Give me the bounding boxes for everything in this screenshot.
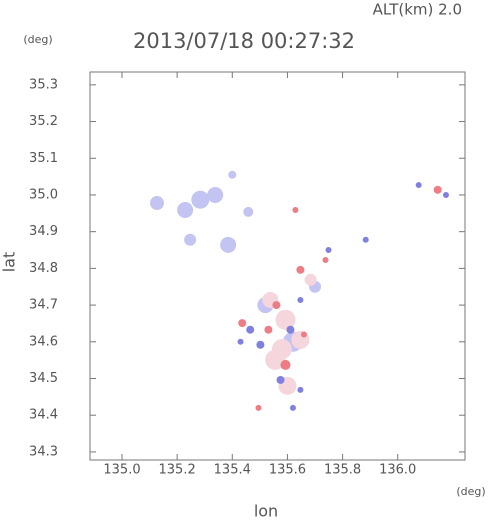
y-tick-label: 34.5: [29, 371, 58, 386]
echo-point: [280, 359, 291, 370]
echo-point: [150, 196, 165, 211]
x-tick-label: 135.8: [324, 463, 361, 478]
x-tick-label: 135.0: [103, 463, 140, 478]
echo-point: [237, 338, 244, 345]
annotation: ALT(km) 2.0: [373, 1, 462, 19]
y-tick-label: 35.2: [29, 114, 58, 129]
echo-point: [191, 190, 210, 209]
echo-point: [362, 236, 369, 243]
echo-point: [207, 186, 224, 203]
echo-point: [297, 386, 304, 393]
y-axis-label: lat: [0, 252, 19, 273]
x-tick-label: 135.2: [159, 463, 196, 478]
echo-point: [433, 185, 442, 194]
echo-point: [238, 319, 247, 328]
echo-point: [296, 265, 305, 274]
y-tick-label: 34.8: [29, 261, 58, 276]
x-tick-label: 136.0: [379, 463, 416, 478]
x-unit: (deg): [456, 485, 485, 498]
echo-point: [300, 331, 307, 338]
echo-point: [292, 207, 299, 214]
echo-point: [286, 325, 295, 334]
echo-point: [256, 340, 265, 349]
x-tick-label: 135.4: [214, 463, 251, 478]
echo-point: [271, 339, 292, 360]
echo-point: [246, 325, 255, 334]
echo-point: [275, 309, 296, 330]
echo-point: [264, 325, 273, 334]
echo-point: [220, 236, 237, 253]
y-tick-label: 34.6: [29, 334, 58, 349]
y-unit: (deg): [23, 33, 52, 46]
chart-title: 2013/07/18 00:27:32: [133, 29, 355, 53]
x-axis-label: lon: [254, 502, 278, 521]
echo-point: [304, 273, 317, 286]
x-tick-label: 135.6: [269, 463, 306, 478]
y-tick-label: 34.3: [29, 444, 58, 459]
echo-point: [228, 170, 237, 179]
echo-point: [184, 233, 197, 246]
echo-point: [243, 206, 254, 217]
echo-point: [177, 202, 194, 219]
y-tick-label: 34.9: [29, 224, 58, 239]
y-tick-label: 35.1: [29, 151, 58, 166]
echo-point: [255, 404, 262, 411]
echo-point: [272, 301, 281, 310]
echo-point: [325, 247, 332, 254]
y-tick-label: 34.4: [29, 408, 58, 423]
echo-point: [322, 256, 329, 263]
y-tick-label: 35.0: [29, 187, 58, 202]
echo-point: [289, 404, 296, 411]
echo-point: [415, 182, 422, 189]
y-tick-label: 34.7: [29, 298, 58, 313]
echo-point: [276, 375, 285, 384]
plot-frame: [89, 71, 466, 461]
echo-point: [297, 296, 304, 303]
y-tick-label: 35.3: [29, 77, 58, 92]
echo-point: [442, 191, 449, 198]
